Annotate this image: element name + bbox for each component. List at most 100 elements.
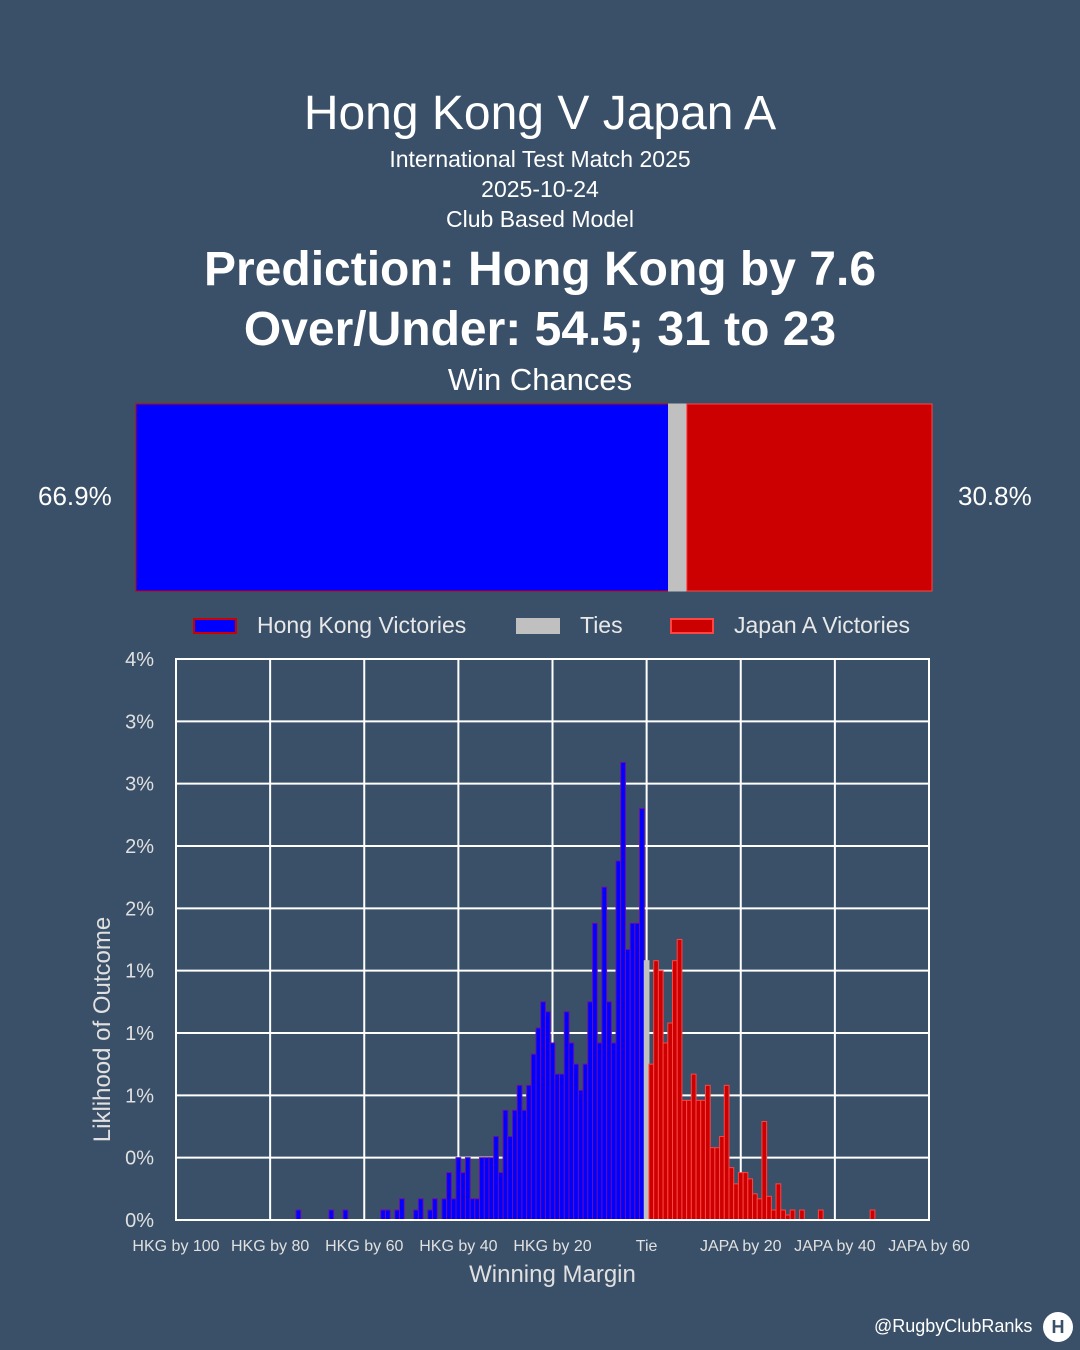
bar-away bbox=[690, 1073, 697, 1221]
bar-home bbox=[394, 1209, 401, 1221]
bar-home bbox=[634, 922, 641, 1221]
bar-home bbox=[549, 1042, 556, 1221]
bar-home bbox=[629, 922, 636, 1221]
bar-home bbox=[483, 1157, 490, 1221]
bar-home bbox=[502, 1109, 509, 1221]
bar-home bbox=[460, 1172, 466, 1221]
bar-home bbox=[427, 1209, 433, 1221]
bar-home bbox=[568, 1042, 575, 1221]
bar-away bbox=[723, 1084, 730, 1221]
bar-tie bbox=[643, 960, 650, 1221]
bar-home bbox=[342, 1209, 349, 1221]
bar-away bbox=[789, 1209, 796, 1221]
bar-away bbox=[770, 1209, 777, 1221]
y-tick-label: 3% bbox=[125, 774, 154, 796]
bar-home bbox=[511, 1109, 518, 1221]
bar-away bbox=[704, 1084, 711, 1221]
bar-away bbox=[700, 1099, 706, 1221]
win-chances-bar bbox=[135, 403, 933, 592]
bar-away bbox=[686, 1099, 692, 1221]
bar-away bbox=[799, 1209, 805, 1221]
legend-item-tie: Ties bbox=[516, 612, 623, 639]
bar-away bbox=[742, 1172, 749, 1221]
bar-home bbox=[493, 1135, 499, 1221]
x-tick-label: HKG by 40 bbox=[419, 1238, 497, 1255]
competition-label: International Test Match 2025 bbox=[389, 146, 691, 172]
bar-home bbox=[559, 1073, 565, 1221]
bar-home bbox=[431, 1198, 438, 1221]
legend-swatch-away bbox=[670, 617, 714, 634]
legend: Hong Kong Victories Ties Japan A Victori… bbox=[0, 612, 1080, 642]
x-axis-label: Winning Margin bbox=[469, 1261, 636, 1288]
bar-away bbox=[676, 939, 683, 1221]
watermark-handle: @RugbyClubRanks bbox=[874, 1316, 1033, 1336]
bar-home bbox=[380, 1209, 386, 1221]
bar-away bbox=[780, 1209, 786, 1221]
bar-away bbox=[714, 1147, 721, 1221]
plot-frame bbox=[175, 658, 930, 1221]
y-tick-label: 0% bbox=[125, 1210, 154, 1232]
bar-home bbox=[295, 1209, 302, 1221]
legend-label-home: Hong Kong Victories bbox=[257, 612, 467, 638]
match-title: Hong Kong V Japan A bbox=[303, 87, 777, 140]
bar-home bbox=[488, 1157, 495, 1221]
away-win-percent: 30.8% bbox=[958, 481, 1032, 511]
home-win-percent: 66.9% bbox=[38, 481, 112, 511]
bar-home bbox=[441, 1198, 448, 1221]
match-date: 2025-10-24 bbox=[481, 176, 599, 202]
bar-home bbox=[610, 1042, 617, 1221]
bar-away bbox=[817, 1209, 824, 1221]
bar-home bbox=[544, 1011, 551, 1221]
legend-swatch-tie bbox=[516, 617, 560, 634]
margin-distribution-chart: HKG by 100 HKG by 80 HKG by 60 HKG by 40 HKG… bbox=[89, 649, 970, 1288]
chart-bars bbox=[295, 761, 876, 1221]
bar-home bbox=[507, 1135, 513, 1221]
legend-swatch-home bbox=[193, 617, 237, 634]
bar-away bbox=[761, 1121, 768, 1221]
bar-home bbox=[516, 1084, 523, 1221]
bar-home bbox=[587, 1001, 594, 1221]
bar-away bbox=[695, 1099, 702, 1221]
bar-home bbox=[620, 761, 626, 1221]
win-chances-heading: Win Chances bbox=[447, 362, 633, 397]
bar-home bbox=[399, 1198, 405, 1221]
y-tick-label: 2% bbox=[125, 898, 154, 920]
bar-home bbox=[526, 1084, 532, 1221]
bar-away bbox=[728, 1167, 735, 1221]
legend-item-away: Japan A Victories bbox=[670, 612, 910, 639]
y-tick-label: 1% bbox=[125, 961, 154, 983]
bar-away bbox=[653, 960, 659, 1221]
x-tick-label: HKG by 100 bbox=[132, 1238, 219, 1255]
bar-home bbox=[413, 1209, 419, 1221]
x-tick-label: HKG by 80 bbox=[231, 1238, 309, 1255]
bar-home bbox=[446, 1172, 452, 1221]
bar-away bbox=[766, 1195, 772, 1221]
bar-home bbox=[469, 1198, 476, 1221]
bar-home bbox=[474, 1198, 481, 1221]
x-tick-label: Tie bbox=[636, 1238, 658, 1255]
bar-away bbox=[756, 1198, 763, 1221]
bar-home bbox=[606, 1001, 612, 1221]
bar-home bbox=[417, 1198, 424, 1221]
x-tick-label: JAPA by 40 bbox=[794, 1238, 876, 1255]
x-tick-label: JAPA by 20 bbox=[700, 1238, 782, 1255]
bar-away bbox=[869, 1209, 876, 1221]
bar-home bbox=[615, 860, 622, 1221]
bar-away bbox=[737, 1172, 744, 1221]
x-tick-label: HKG by 60 bbox=[325, 1238, 403, 1255]
bar-home bbox=[497, 1172, 504, 1221]
bar-home bbox=[450, 1198, 457, 1221]
x-tick-label: HKG by 20 bbox=[513, 1238, 591, 1255]
bar-away bbox=[733, 1183, 739, 1221]
chart-ticks: HKG by 100 HKG by 80 HKG by 60 HKG by 40 HKG… bbox=[125, 649, 970, 1255]
y-tick-label: 1% bbox=[125, 1085, 154, 1107]
bar-away bbox=[719, 1135, 725, 1221]
bar-away bbox=[752, 1193, 758, 1221]
bar-away bbox=[657, 970, 664, 1221]
bar-home bbox=[573, 1063, 579, 1221]
bar-home bbox=[624, 948, 631, 1221]
logo-icon: H bbox=[1043, 1312, 1073, 1342]
bar-away bbox=[662, 1042, 669, 1221]
legend-item-home: Hong Kong Victories bbox=[193, 612, 466, 639]
over-under-text: Over/Under: 54.5; 31 to 23 bbox=[243, 303, 837, 356]
